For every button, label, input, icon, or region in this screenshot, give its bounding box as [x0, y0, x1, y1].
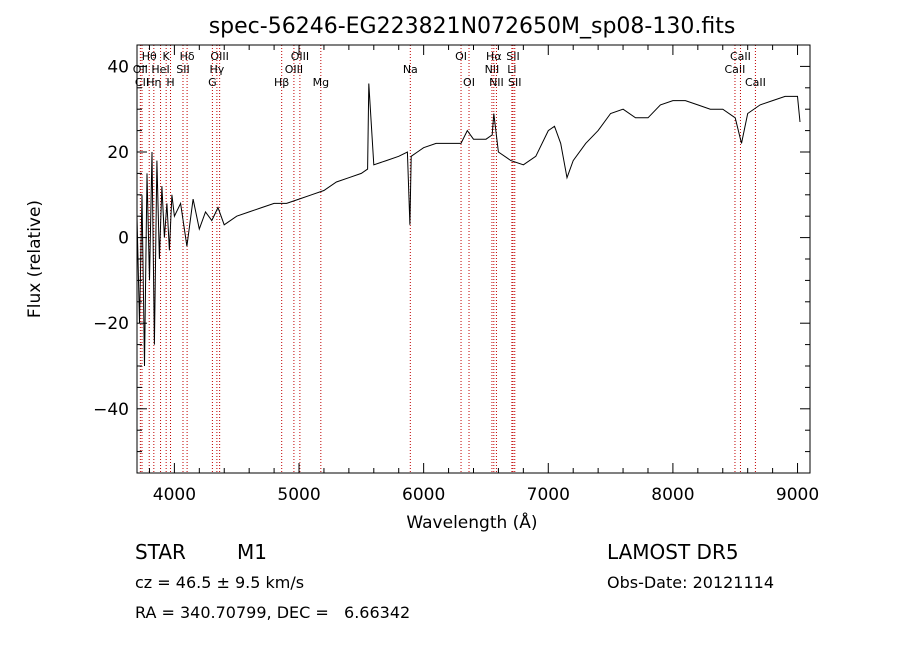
spectrum-line — [136, 83, 801, 367]
emission-line-label: Hα — [486, 50, 502, 63]
x-tick-label: 8000 — [651, 485, 694, 505]
y-tick-label: −40 — [93, 400, 129, 420]
emission-line-label: OIII — [210, 50, 228, 63]
emission-line-label: G — [208, 76, 217, 89]
emission-line-label: CaII — [730, 50, 751, 63]
emission-line-label: Mg — [313, 76, 329, 89]
emission-line-label: CaII — [745, 76, 766, 89]
emission-line-label: HeI — [151, 63, 169, 76]
emission-line-label: NII — [489, 76, 504, 89]
observation-date: Obs-Date: 20121114 — [607, 573, 775, 592]
emission-line-label: OI — [463, 76, 475, 89]
object-class: STAR — [135, 540, 186, 564]
emission-line-label: Hθ — [142, 50, 157, 63]
x-axis: 4000 5000 6000 7000 8000 9000 — [148, 45, 819, 505]
chart-title: spec-56246-EG223821N072650M_sp08-130.fit… — [209, 14, 736, 39]
x-tick-label: 9000 — [776, 485, 819, 505]
emission-line-label: Hη — [146, 76, 161, 89]
emission-line-label: CaII — [725, 63, 746, 76]
coordinates: RA = 340.70799, DEC = 6.66342 — [135, 603, 411, 622]
emission-line-label: NII — [485, 63, 500, 76]
emission-line-label: OI — [455, 50, 467, 63]
emission-line-label: K — [163, 50, 171, 63]
emission-line-label: H — [166, 76, 174, 89]
emission-line-label: SII — [176, 63, 189, 76]
y-tick-label: 40 — [107, 57, 129, 77]
redshift-cz: cz = 46.5 ± 9.5 km/s — [135, 573, 305, 592]
x-tick-label: 5000 — [277, 485, 320, 505]
x-tick-label: 6000 — [402, 485, 445, 505]
x-tick-label: 4000 — [153, 485, 196, 505]
object-subclass: M1 — [237, 540, 267, 564]
survey-name: LAMOST DR5 — [607, 540, 739, 564]
emission-line-label: OII — [133, 63, 148, 76]
emission-line-label: Li — [507, 63, 516, 76]
x-tick-label: 7000 — [527, 485, 570, 505]
emission-line-label: Hβ — [274, 76, 289, 89]
emission-line-label: OIII — [285, 63, 303, 76]
spectrum-series — [136, 83, 801, 367]
y-axis: −40 −20 0 20 40 — [93, 57, 810, 453]
emission-line-label: OIII — [291, 50, 309, 63]
y-tick-label: 20 — [107, 143, 129, 163]
x-axis-label: Wavelength (Å) — [406, 511, 537, 533]
emission-line-label: SII — [508, 76, 521, 89]
emission-line-label: Hδ — [180, 50, 195, 63]
emission-line-label: Hγ — [209, 63, 224, 76]
emission-line-label: SII — [506, 50, 519, 63]
y-axis-label: Flux (relative) — [25, 200, 45, 318]
y-tick-label: −20 — [93, 314, 129, 334]
y-tick-label: 0 — [118, 229, 129, 249]
emission-line-label: CII — [135, 76, 149, 89]
emission-line-label: Na — [403, 63, 418, 76]
